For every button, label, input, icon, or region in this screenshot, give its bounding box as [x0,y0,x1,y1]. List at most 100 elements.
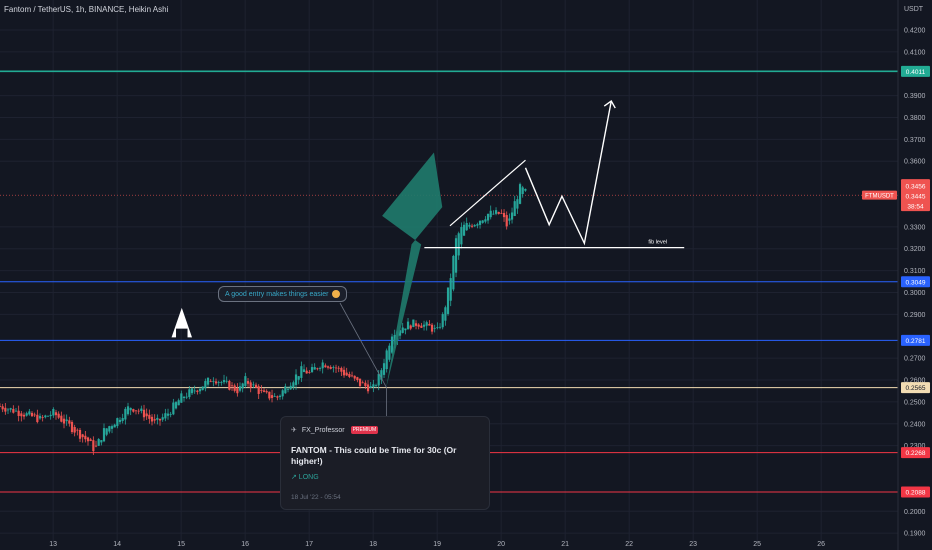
level-price-tag-bg [901,334,930,346]
candle-body [510,212,514,220]
candle-body [118,419,122,423]
candle-body [6,409,10,411]
candle-body [230,385,234,387]
candle-body [238,386,242,391]
price-axis[interactable] [898,0,932,550]
candle-body [441,314,444,328]
candle-body [57,413,60,418]
candle-body [150,416,154,422]
candle-body [308,372,311,373]
candle-body [65,419,68,422]
candle-body [326,366,330,368]
idea-headline[interactable]: FANTOM - This could be Time for 30c (Or … [291,445,457,466]
candle-body [361,382,364,384]
candle-body [4,407,7,412]
candle-body [444,307,447,321]
projection-path[interactable] [524,100,612,246]
author-name[interactable]: FX_Professor [301,427,345,434]
candle-body [116,418,119,427]
candle-body [214,381,218,384]
y-tick-label: 0.2600 [904,378,926,385]
y-tick-label: 0.4200 [904,27,926,34]
candle-body [49,414,52,417]
candle-body [97,439,100,446]
y-tick-label: 0.3600 [904,159,926,166]
candle-body [89,439,92,442]
candle-body [14,410,18,412]
candle-body [369,386,372,388]
candle-body [209,381,212,383]
current-price-tag: 38:54 [907,204,924,211]
candle-body [206,377,210,385]
up-arrow-icon [171,307,193,338]
candle-body [252,384,255,386]
candle-body [377,373,380,386]
candle-body [38,415,42,419]
candle-body [297,376,300,380]
level-price-tag: 0.2781 [906,338,926,345]
projection-arrow-teal[interactable] [382,152,443,389]
x-tick-label: 26 [817,541,825,548]
candle-body [126,406,130,415]
candle-body [438,326,442,328]
candle-body [348,374,351,377]
candle-body [108,426,111,432]
y-tick-label: 0.3000 [904,290,926,297]
candle-body [9,408,12,410]
candle-body [484,219,487,222]
ticker-tag: FTMUSDT [865,194,894,200]
candle-body [518,184,522,204]
trendline[interactable] [449,159,526,227]
x-tick-label: 17 [305,541,313,548]
candle-body [398,330,402,336]
candle-body [196,390,199,392]
candle-body [20,413,23,417]
x-tick-label: 16 [241,541,249,548]
x-tick-label: 21 [561,541,569,548]
y-tick-label: 0.4100 [904,49,926,56]
candle-body [316,368,319,370]
x-tick-label: 19 [433,541,441,548]
candle-body [294,374,298,385]
candle-body [212,381,215,382]
candle-body [46,415,50,417]
candle-body [516,199,519,209]
currency-label: USDT [904,6,924,13]
candle-body [166,413,170,416]
candle-body [25,413,28,416]
candle-body [73,427,76,433]
candle-body [164,413,167,419]
projection-arrowhead [603,100,616,109]
candle-body [430,324,434,332]
candle-body [332,367,335,368]
candle-body [137,410,140,412]
y-tick-label: 0.1900 [904,531,926,538]
candle-body [28,411,31,415]
level-price-tag: 0.2268 [906,450,926,457]
candle-body [406,321,410,330]
candle-body [244,376,247,386]
candle-body [292,382,295,388]
candle-body [81,434,84,438]
candle-body [305,370,308,374]
y-tick-label: 0.2400 [904,421,926,428]
candle-body [70,421,74,433]
y-tick-label: 0.2500 [904,399,926,406]
candle-body [356,377,359,381]
y-tick-label: 0.3100 [904,268,926,275]
candle-body [217,382,220,383]
y-tick-label: 0.2300 [904,443,926,450]
candle-body [492,213,495,215]
candle-body [273,396,276,397]
candle-body [372,384,375,388]
candle-body [254,384,258,388]
candle-body [1,406,4,410]
candle-body [17,410,20,417]
candle-body [337,367,340,369]
candle-body [153,419,156,421]
candle-body [417,324,420,327]
candle-body [140,408,143,412]
candle-body [412,319,415,328]
candle-body [204,381,207,389]
idea-card[interactable]: ✈ FX_Professor PREMIUM FANTOM - This cou… [280,416,490,510]
